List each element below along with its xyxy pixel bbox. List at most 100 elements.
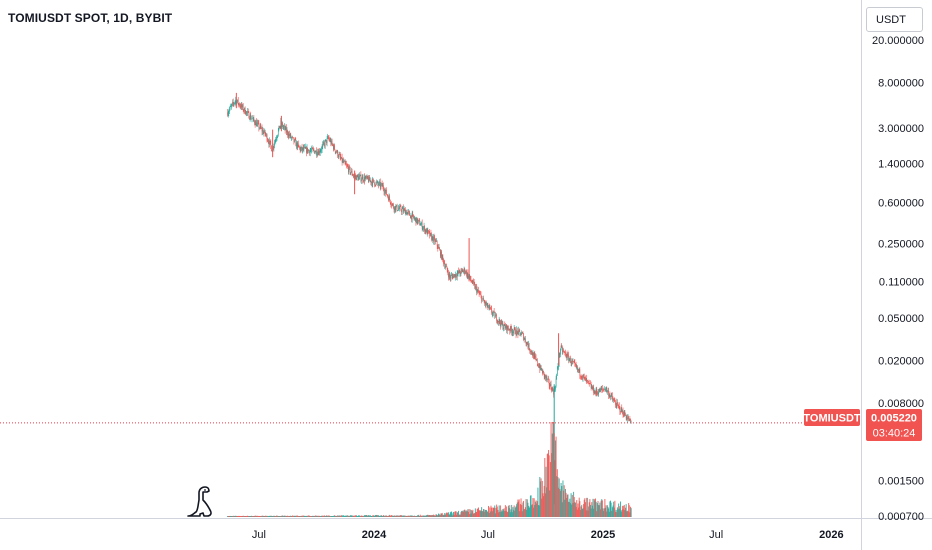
time-axis[interactable]: Jul 2024 Jul 2025 Jul 2026 [252, 529, 844, 541]
candle-body [262, 130, 263, 132]
volume-bar [623, 505, 625, 517]
candle-body [315, 150, 317, 153]
volume-bar [273, 515, 275, 517]
volume-bar [358, 515, 360, 517]
candle-body [379, 182, 381, 188]
volume-bar [240, 516, 242, 517]
volume-bar [280, 516, 282, 517]
candle-body [382, 185, 384, 187]
volume-bar [258, 515, 260, 517]
volume-bar [243, 516, 245, 517]
volume-bar [566, 494, 568, 517]
volume-bar [531, 505, 533, 517]
candle-body [328, 137, 330, 140]
candle-body [611, 394, 613, 396]
x-tick-label: Jul [252, 529, 266, 541]
candle-body [558, 354, 560, 364]
candle-body [462, 270, 464, 273]
volume-bar [542, 493, 544, 517]
candle-body [262, 130, 264, 134]
volume-bar [378, 515, 380, 517]
candle-body [256, 121, 257, 127]
candle-body [412, 214, 414, 215]
volume-bar [533, 498, 535, 517]
candle-body [384, 191, 385, 194]
volume-bar [424, 516, 426, 517]
candle-body [504, 324, 506, 326]
candle-body [391, 203, 393, 206]
candle-body [437, 245, 439, 249]
volume-bar [298, 516, 300, 517]
volume-bar [441, 513, 443, 517]
volume-bar [497, 509, 499, 517]
volume-bar [310, 516, 312, 517]
candle-body [369, 180, 371, 182]
tradingview-logo-icon[interactable] [187, 486, 212, 517]
candle-body [568, 359, 570, 361]
volume-bar [344, 515, 346, 517]
candle-body [618, 405, 619, 407]
candle-body [540, 365, 542, 370]
candle-body [252, 117, 254, 119]
candle-body [252, 118, 253, 120]
candle-body [523, 338, 525, 340]
volume-bar [503, 509, 505, 517]
candle-body [366, 176, 368, 178]
candle-body [284, 126, 286, 131]
volume-bar [606, 511, 608, 517]
candle-body [337, 150, 339, 157]
candle-body [339, 154, 340, 155]
candle-body [270, 141, 272, 146]
candle-body [541, 369, 542, 371]
candle-body [625, 415, 627, 419]
candle-body [392, 203, 394, 205]
candle-body [520, 334, 522, 336]
candle-body [260, 125, 262, 129]
candle-body [476, 290, 478, 293]
candle-body [543, 372, 545, 377]
candle-body [580, 375, 581, 377]
candle-body [563, 350, 564, 352]
volume-bar [377, 515, 379, 517]
volume-bar [507, 511, 509, 517]
candle-body [271, 145, 272, 151]
volume-bar [287, 516, 289, 517]
symbol-tag-text: TOMIUSDT [803, 413, 861, 425]
candle-body [364, 176, 365, 181]
candle-body [303, 147, 304, 150]
volume-bar [494, 505, 496, 517]
candle-body [488, 306, 490, 308]
volume-bar [600, 509, 601, 517]
candle-body [396, 205, 398, 211]
volume-bar [449, 512, 451, 517]
candle-body [529, 349, 531, 351]
x-tick-label: 2025 [591, 529, 615, 541]
volume-bar [421, 516, 423, 517]
candle-body [565, 353, 567, 357]
candle-body [499, 319, 501, 323]
currency-button[interactable]: USDT [866, 7, 923, 32]
volume-bar [300, 515, 302, 517]
candle-body [359, 175, 360, 177]
volume-bar [447, 512, 449, 517]
volume-bar [253, 516, 255, 517]
candle-body [536, 359, 537, 361]
volume-bar [316, 515, 318, 517]
volume-bar [506, 512, 508, 517]
price-label: TOMIUSDT 0.005220 03:40:24 [803, 409, 922, 441]
price-axis[interactable]: 20.000000 8.000000 3.000000 1.400000 0.60000… [872, 35, 924, 523]
plot-area[interactable] [227, 92, 632, 505]
volume-bar [391, 515, 393, 517]
volume-bar [394, 515, 396, 517]
volume-bar [477, 507, 479, 517]
candle-body [582, 377, 583, 379]
volume-bar [464, 510, 466, 517]
candle-body [479, 293, 481, 295]
volume-bar [327, 515, 329, 517]
candle-body [471, 282, 473, 284]
candle-body [552, 388, 554, 391]
volume-bar [427, 515, 429, 517]
volume-bar [342, 515, 344, 517]
volume-bar [560, 482, 562, 517]
